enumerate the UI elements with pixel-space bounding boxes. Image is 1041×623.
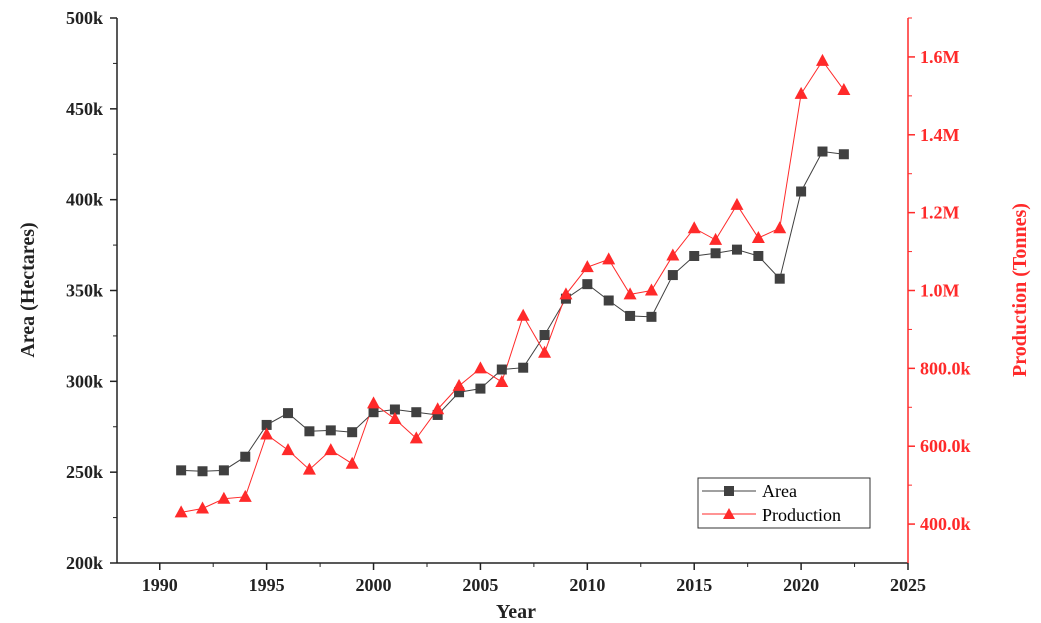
y-right-tick-label: 800.0k bbox=[920, 358, 971, 378]
x-tick-label: 2010 bbox=[569, 575, 605, 595]
y-right-tick-label: 1.6M bbox=[920, 47, 960, 67]
production-point bbox=[709, 232, 723, 245]
production-point bbox=[602, 252, 616, 265]
area-point bbox=[218, 465, 229, 476]
area-point bbox=[518, 362, 529, 373]
area-point bbox=[368, 407, 379, 418]
production-point bbox=[174, 505, 188, 518]
production-point bbox=[302, 462, 316, 475]
legend: Area Production bbox=[697, 477, 871, 529]
series-line-area bbox=[181, 150, 844, 472]
area-point bbox=[689, 250, 700, 261]
area-point bbox=[710, 248, 721, 259]
legend-area-marker bbox=[724, 486, 734, 496]
production-point bbox=[687, 221, 701, 234]
area-point bbox=[475, 383, 486, 394]
legend-production-label: Production bbox=[762, 505, 841, 525]
area-point bbox=[325, 425, 336, 436]
production-point bbox=[388, 411, 402, 424]
production-point bbox=[452, 378, 466, 391]
production-point bbox=[431, 402, 445, 415]
y-left-tick-label: 400k bbox=[66, 190, 103, 210]
x-tick-label: 2000 bbox=[356, 575, 392, 595]
production-point bbox=[815, 53, 829, 66]
production-point bbox=[730, 197, 744, 210]
production-point bbox=[538, 345, 552, 358]
x-tick-label: 2025 bbox=[890, 575, 926, 595]
y-axis-right-title: Production (Tonnes) bbox=[1009, 203, 1031, 377]
y-left-tick-label: 250k bbox=[66, 462, 103, 482]
production-point bbox=[196, 501, 210, 514]
x-axis-title: Year bbox=[496, 601, 536, 623]
area-point bbox=[261, 419, 272, 430]
area-point bbox=[496, 364, 507, 375]
area-point bbox=[347, 427, 358, 438]
production-point bbox=[837, 83, 851, 96]
production-point bbox=[281, 443, 295, 456]
production-point bbox=[260, 427, 274, 440]
series-markers bbox=[174, 53, 851, 518]
y-left-tick-label: 500k bbox=[66, 8, 103, 28]
area-point bbox=[731, 244, 742, 255]
y-left-tick-label: 300k bbox=[66, 371, 103, 391]
production-point bbox=[345, 456, 359, 469]
axes-group: 1990 1995 2000 2005 2010 2015 2020 2025 200k 250k… bbox=[66, 8, 971, 595]
area-point bbox=[283, 408, 294, 419]
production-point bbox=[516, 308, 530, 321]
area-point bbox=[240, 451, 251, 462]
y-right-tick-label: 400.0k bbox=[920, 514, 971, 534]
y-left-tick-label: 350k bbox=[66, 281, 103, 301]
area-point bbox=[176, 465, 187, 476]
area-point bbox=[539, 330, 550, 341]
y-axis-left-title: Area (Hectares) bbox=[17, 222, 39, 357]
production-point bbox=[773, 221, 787, 234]
legend-production-marker bbox=[723, 508, 735, 519]
production-point bbox=[580, 260, 594, 273]
y-right-tick-label: 1.4M bbox=[920, 125, 960, 145]
production-point bbox=[495, 374, 509, 387]
production-point bbox=[623, 287, 637, 300]
production-point bbox=[409, 431, 423, 444]
area-point bbox=[197, 466, 208, 477]
area-point bbox=[389, 404, 400, 415]
production-point bbox=[324, 443, 338, 456]
area-point bbox=[774, 273, 785, 284]
production-point bbox=[473, 361, 487, 374]
production-point bbox=[751, 230, 765, 243]
y-right-tick-label: 1.2M bbox=[920, 203, 960, 223]
x-tick-label: 1990 bbox=[142, 575, 178, 595]
production-point bbox=[238, 489, 252, 502]
area-point bbox=[304, 426, 315, 437]
area-point bbox=[582, 279, 593, 290]
area-point bbox=[625, 310, 636, 321]
area-point bbox=[411, 407, 422, 418]
y-left-tick-label: 200k bbox=[66, 553, 103, 573]
production-point bbox=[666, 248, 680, 261]
area-point bbox=[753, 250, 764, 261]
series-line-production bbox=[181, 59, 845, 513]
x-tick-label: 2020 bbox=[783, 575, 819, 595]
legend-area-label: Area bbox=[762, 481, 797, 501]
production-point bbox=[644, 283, 658, 296]
area-point bbox=[432, 409, 443, 420]
area-point bbox=[667, 270, 678, 281]
x-tick-label: 2015 bbox=[676, 575, 712, 595]
area-point bbox=[817, 146, 828, 157]
area-point bbox=[796, 186, 807, 197]
production-point bbox=[559, 287, 573, 300]
x-tick-label: 2005 bbox=[462, 575, 498, 595]
y-right-tick-label: 1.0M bbox=[920, 281, 960, 301]
area-point bbox=[603, 295, 614, 306]
area-point bbox=[838, 149, 849, 160]
production-point bbox=[367, 396, 381, 409]
y-right-tick-label: 600.0k bbox=[920, 436, 971, 456]
x-tick-label: 1995 bbox=[249, 575, 285, 595]
production-point bbox=[217, 491, 231, 504]
y-left-tick-label: 450k bbox=[66, 99, 103, 119]
series-lines bbox=[181, 59, 845, 513]
production-point bbox=[794, 86, 808, 99]
area-point bbox=[646, 311, 657, 322]
area-point bbox=[454, 387, 465, 398]
